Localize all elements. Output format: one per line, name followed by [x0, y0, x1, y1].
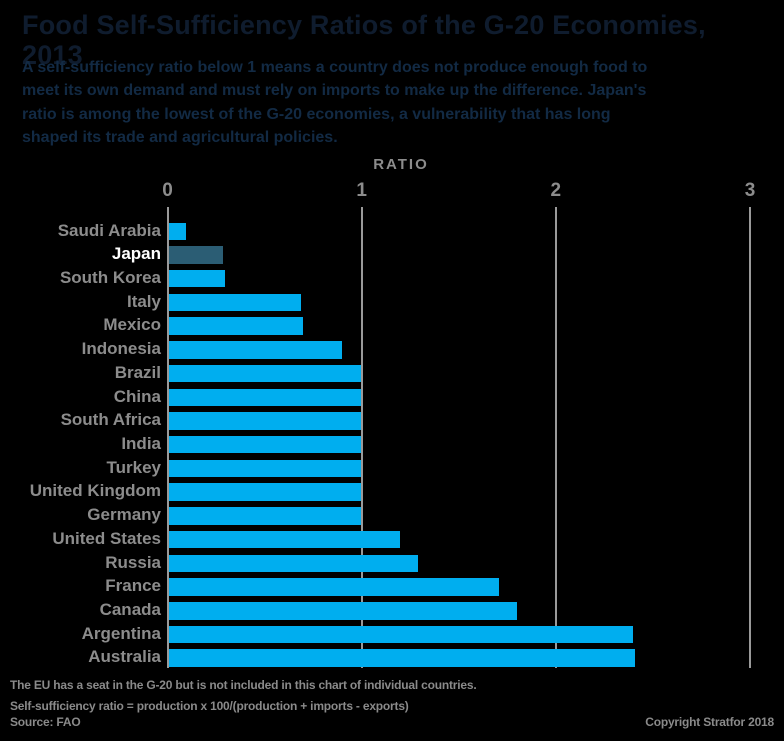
- gridline-x-3: [749, 207, 751, 668]
- bar-mexico: [169, 317, 303, 335]
- category-label-argentina: Argentina: [81, 623, 161, 643]
- subtitle-line: meet its own demand and must rely on imp…: [22, 82, 647, 100]
- bar-canada: [169, 602, 517, 620]
- bar-turkey: [169, 459, 362, 478]
- subtitle-line: ratio is among the lowest of the G-20 ec…: [22, 105, 611, 123]
- gridline-x-2: [554, 207, 557, 668]
- bar-south-africa: [169, 412, 362, 430]
- category-label-italy: Italy: [126, 291, 161, 311]
- bar-australia: [169, 649, 635, 667]
- subtitle-line: A self-sufficiency ratio below 1 means a…: [22, 59, 648, 76]
- category-label-france: France: [105, 576, 161, 596]
- bar-germany: [169, 507, 362, 525]
- category-label-brazil: Brazil: [114, 362, 161, 382]
- x-tick-label-0: 0: [162, 180, 173, 201]
- x-axis-title: RATIO: [373, 156, 429, 173]
- bar-china: [169, 388, 362, 407]
- bar-indonesia: [169, 341, 342, 359]
- bar-united-states: [169, 530, 401, 549]
- chart-title: Food Self-Sufficiency Ratios of the G-20…: [22, 10, 706, 70]
- bar-france: [169, 578, 500, 596]
- category-label-germany: Germany: [87, 505, 161, 525]
- copyright-credit: Copyright Stratfor 2018: [645, 715, 774, 729]
- x-tick-label-2: 2: [550, 180, 562, 201]
- bar-japan: [169, 246, 224, 264]
- footnote-eu: The EU has a seat in the G-20 but is not…: [10, 678, 477, 692]
- bar-united-kingdom: [169, 483, 362, 501]
- x-tick-label-3: 3: [744, 180, 756, 201]
- category-label-russia: Russia: [105, 552, 161, 572]
- bar-italy: [169, 293, 302, 312]
- category-label-indonesia: Indonesia: [81, 339, 161, 359]
- bar-south-korea: [169, 269, 226, 288]
- category-label-japan: Japan: [111, 244, 161, 264]
- bar-india: [169, 435, 362, 454]
- bar-brazil: [169, 364, 362, 383]
- category-label-turkey: Turkey: [106, 457, 162, 477]
- chart-subtitle: A self-sufficiency ratio below 1 means a…: [22, 56, 757, 150]
- category-label-united-states: United States: [52, 528, 161, 548]
- category-label-india: India: [121, 433, 161, 453]
- gridline-x-0: [166, 207, 169, 668]
- category-label-south-africa: South Africa: [60, 410, 161, 430]
- category-label-china: China: [113, 386, 161, 406]
- gridline-x-1: [360, 207, 363, 668]
- subtitle-line: shaped its trade and agricultural polici…: [22, 129, 338, 147]
- category-label-south-korea: South Korea: [59, 267, 161, 287]
- bar-argentina: [169, 625, 634, 644]
- bar-russia: [169, 554, 418, 573]
- source-credit: Source: FAO: [10, 715, 81, 729]
- category-label-mexico: Mexico: [103, 315, 161, 335]
- footnote-formula: Self-sufficiency ratio = production x 10…: [10, 699, 409, 713]
- bar-saudi-arabia: [169, 222, 187, 240]
- category-label-united-kingdom: United Kingdom: [29, 481, 161, 501]
- x-tick-label-1: 1: [356, 180, 367, 201]
- category-label-australia: Australia: [88, 647, 161, 667]
- category-label-canada: Canada: [99, 600, 161, 620]
- category-label-saudi-arabia: Saudi Arabia: [57, 220, 161, 240]
